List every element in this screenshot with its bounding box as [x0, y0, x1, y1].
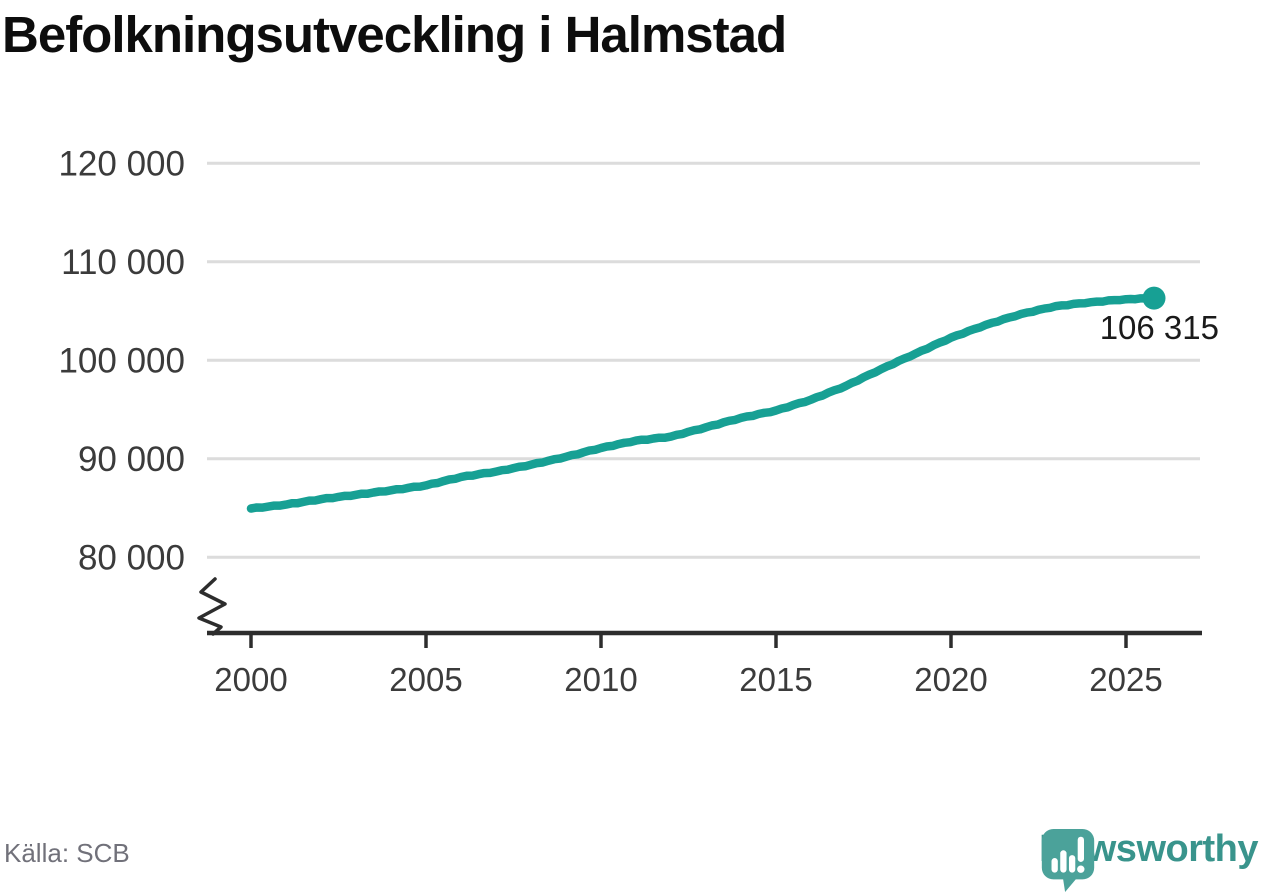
y-axis-break-icon	[197, 577, 227, 636]
logo-bar-2	[1060, 850, 1067, 873]
x-axis-tick-label: 2005	[389, 661, 462, 698]
population-line-series	[246, 293, 1159, 513]
logo-bar-3	[1069, 855, 1076, 873]
y-axis-tick-label: 90 000	[78, 440, 185, 479]
newsworthy-speech-bubble-bars-icon	[1041, 828, 1095, 892]
y-axis-tick-label: 80 000	[78, 538, 185, 577]
logo-bar-1	[1051, 858, 1058, 873]
y-axis-tick-label: 100 000	[58, 341, 185, 380]
x-axis-tick-label: 2025	[1089, 661, 1162, 698]
y-axis-tick-label: 110 000	[61, 243, 185, 282]
x-axis-tick-label: 2015	[739, 661, 812, 698]
logo-exclamation-bar	[1077, 836, 1085, 862]
latest-value-label: 106 315	[1100, 309, 1219, 346]
source-note: Källa: SCB	[4, 838, 130, 868]
x-axis-tick-label: 2020	[914, 661, 987, 698]
latest-value-marker	[1142, 286, 1166, 310]
y-axis-tick-label: 120 000	[58, 144, 185, 183]
logo-exclamation-dot	[1077, 865, 1085, 873]
newsworthy-logo: Newsworthy	[1039, 828, 1258, 892]
chart-title: Befolkningsutveckling i Halmstad	[2, 6, 787, 63]
x-axis-tick-label: 2010	[564, 661, 637, 698]
x-axis-tick-label: 2000	[214, 661, 287, 698]
